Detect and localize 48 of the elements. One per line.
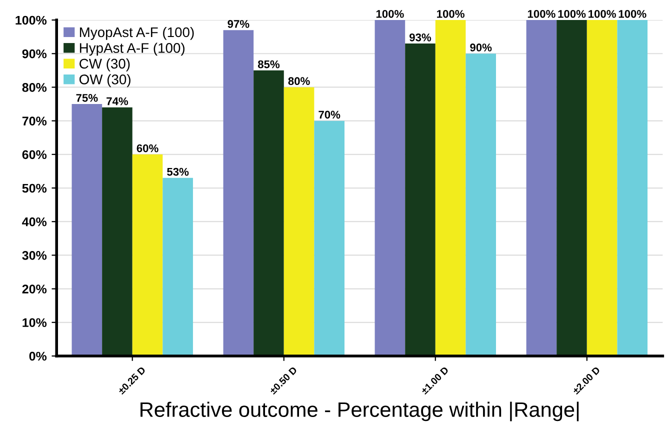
- data-label: 53%: [167, 168, 189, 176]
- bar: [284, 87, 314, 356]
- data-label: 70%: [318, 110, 340, 119]
- bar: [617, 20, 648, 356]
- bar: [314, 120, 344, 356]
- y-tick-label: 50%: [22, 184, 47, 193]
- bar: [466, 54, 496, 356]
- bar: [435, 20, 466, 356]
- bar: [586, 20, 618, 356]
- bar: [132, 154, 163, 356]
- bar: [526, 20, 557, 356]
- y-tick-label: 100%: [16, 16, 47, 25]
- y-tick-label: 0%: [29, 352, 47, 361]
- bar: [405, 44, 436, 356]
- y-tick-label: 10%: [22, 318, 47, 328]
- bar: [72, 104, 102, 356]
- x-axis-title: Refractive outcome - Percentage within |Range|: [140, 402, 579, 422]
- data-label: 80%: [288, 77, 310, 86]
- bar: [556, 20, 587, 356]
- legend-label: MyopAst A-F (100): [80, 26, 194, 40]
- y-tick-label: 90%: [22, 49, 47, 58]
- data-label: 74%: [106, 97, 128, 106]
- data-label: 90%: [470, 44, 492, 52]
- legend-label: CW (30): [80, 58, 130, 72]
- bar: [223, 30, 254, 356]
- data-label: 75%: [76, 94, 98, 102]
- data-label: 100%: [588, 10, 616, 18]
- legend-label: HypAst A-F (100): [80, 42, 184, 56]
- bar: [162, 178, 193, 356]
- y-tick-label: 30%: [22, 251, 47, 260]
- bar: [374, 20, 406, 356]
- data-label: 100%: [376, 10, 404, 18]
- y-tick-label: 20%: [22, 284, 47, 294]
- y-tick-label: 70%: [22, 116, 47, 126]
- data-label: 100%: [528, 10, 556, 18]
- data-label: 93%: [410, 33, 432, 42]
- y-tick-label: 80%: [22, 83, 47, 92]
- data-label: 100%: [558, 10, 586, 18]
- data-label: 60%: [136, 144, 158, 152]
- data-label: 85%: [258, 60, 280, 68]
- legend-label: OW (30): [79, 74, 130, 88]
- data-label: 97%: [228, 20, 250, 28]
- bar: [254, 70, 284, 356]
- data-label: 100%: [618, 10, 646, 18]
- bar: [102, 107, 132, 356]
- data-label: 100%: [437, 10, 464, 18]
- y-tick-label: 40%: [22, 217, 47, 226]
- y-tick-label: 60%: [22, 150, 47, 160]
